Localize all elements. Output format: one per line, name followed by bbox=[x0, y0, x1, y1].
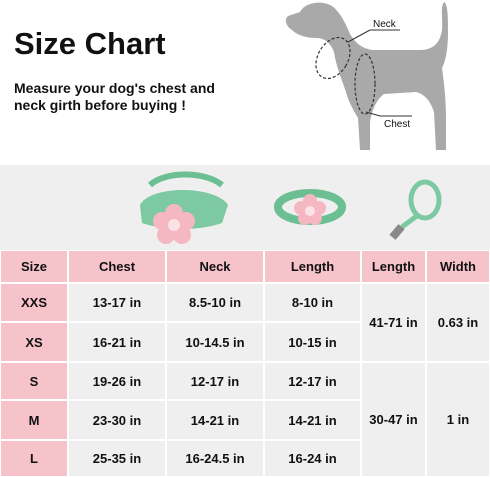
table-cell: 14-21 in bbox=[167, 401, 263, 439]
dog-silhouette bbox=[285, 2, 448, 150]
size-cell: M bbox=[1, 401, 67, 439]
neck-marker bbox=[315, 36, 351, 80]
column-header: Chest bbox=[69, 251, 165, 282]
leash-cell: 0.63 in bbox=[427, 284, 489, 361]
column-header: Neck bbox=[167, 251, 263, 282]
chest-label: Chest bbox=[384, 119, 410, 130]
leash-cell: 1 in bbox=[427, 363, 489, 476]
size-cell: L bbox=[1, 441, 67, 476]
table-cell: 19-26 in bbox=[69, 363, 165, 399]
neck-label: Neck bbox=[373, 19, 397, 30]
table-cell: 25-35 in bbox=[69, 441, 165, 476]
column-header: Length bbox=[265, 251, 360, 282]
subtitle: neck girth before buying ! bbox=[14, 97, 186, 113]
title: Size Chart bbox=[14, 26, 166, 61]
harness-image bbox=[140, 171, 228, 244]
product-band bbox=[0, 165, 490, 250]
column-header: Size bbox=[1, 251, 67, 282]
column-header: Width bbox=[427, 251, 489, 282]
column-header: Length bbox=[362, 251, 425, 282]
table-cell: 10-15 in bbox=[265, 323, 360, 361]
table-cell: 14-21 in bbox=[265, 401, 360, 439]
chest-marker bbox=[354, 53, 376, 115]
table-cell: 12-17 in bbox=[167, 363, 263, 399]
product-images bbox=[140, 171, 442, 244]
dog-diagram: Neck Chest bbox=[285, 2, 448, 150]
table-cell: 16-21 in bbox=[69, 323, 165, 361]
table-cell: 8-10 in bbox=[265, 284, 360, 321]
table-cell: 13-17 in bbox=[69, 284, 165, 321]
size-cell: XXS bbox=[1, 284, 67, 321]
leash-cell: 30-47 in bbox=[362, 363, 425, 476]
table-cell: 16-24 in bbox=[265, 441, 360, 476]
leash-image bbox=[389, 179, 442, 240]
leash-cell: 41-71 in bbox=[362, 284, 425, 361]
collar-image bbox=[274, 189, 346, 225]
size-cell: S bbox=[1, 363, 67, 399]
table-cell: 8.5-10 in bbox=[167, 284, 263, 321]
subtitle: Measure your dog's chest and bbox=[14, 80, 215, 96]
table-cell: 23-30 in bbox=[69, 401, 165, 439]
table-cell: 16-24.5 in bbox=[167, 441, 263, 476]
neck-pointer bbox=[347, 29, 371, 43]
table-cell: 10-14.5 in bbox=[167, 323, 263, 361]
table-cell: 12-17 in bbox=[265, 363, 360, 399]
size-cell: XS bbox=[1, 323, 67, 361]
chest-pointer bbox=[365, 111, 381, 117]
